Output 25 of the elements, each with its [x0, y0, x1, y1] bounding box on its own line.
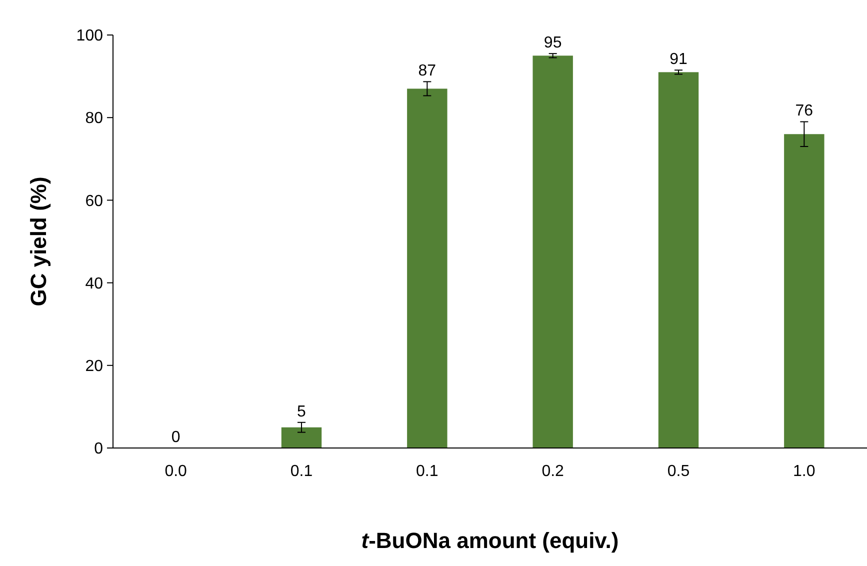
- y-tick-label: 80: [85, 110, 104, 128]
- data-label: 87: [418, 62, 436, 80]
- data-label: 5: [297, 403, 306, 420]
- bar: [784, 134, 824, 448]
- bar: [281, 427, 322, 448]
- data-label: 76: [795, 102, 814, 120]
- x-tick-label: 0.2: [542, 463, 564, 480]
- bar: [407, 88, 448, 448]
- y-axis-title: GC yield (%): [26, 176, 51, 306]
- x-tick-label: 0.1: [290, 463, 313, 480]
- data-label: 0: [171, 429, 180, 446]
- x-tick-label: 0.0: [164, 463, 188, 480]
- bar: [532, 56, 573, 448]
- x-tick-label: 0.5: [667, 463, 690, 480]
- y-tick-label: 40: [85, 275, 104, 292]
- y-tick-label: 20: [85, 358, 104, 375]
- bar: [658, 72, 699, 448]
- y-tick-label: 60: [85, 192, 104, 210]
- data-label: 95: [544, 34, 562, 52]
- x-tick-label: 0.1: [416, 463, 438, 480]
- y-tick-label: 0: [94, 440, 104, 458]
- x-tick-label: 1.0: [793, 463, 816, 480]
- data-label: 91: [670, 51, 688, 68]
- y-tick-label: 100: [76, 28, 104, 45]
- x-axis-title: t-BuONa amount (equiv.): [361, 528, 619, 553]
